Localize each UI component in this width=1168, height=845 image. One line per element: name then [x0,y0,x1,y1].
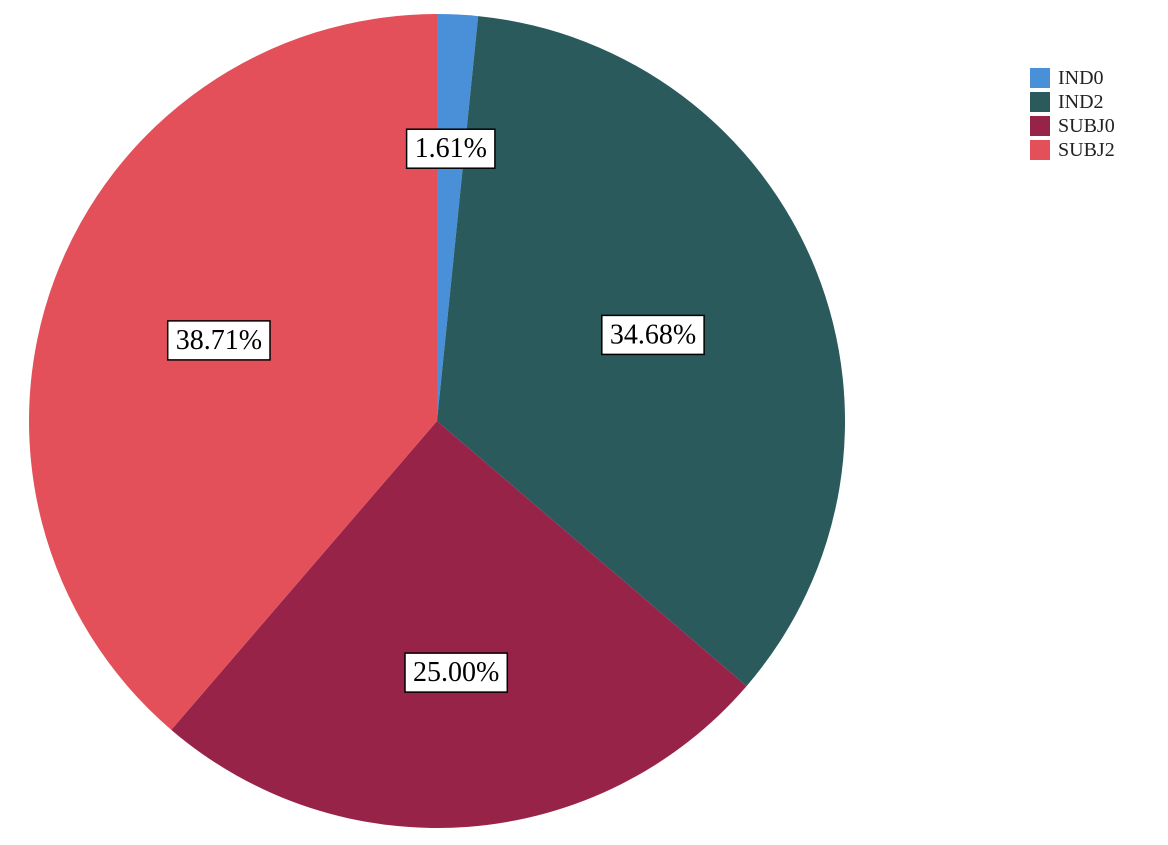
legend-label: IND2 [1058,91,1104,113]
legend-item-ind2: IND2 [1030,91,1104,113]
pie-data-label-ind2: 34.68% [601,314,705,356]
data-label-box [601,314,705,356]
data-label-text: 1.61% [415,133,487,164]
legend-swatch [1030,68,1050,88]
data-label-text: 25.00% [413,657,499,688]
data-label-text: 34.68% [610,319,696,350]
legend-label: IND0 [1058,67,1104,89]
data-label-box [166,320,271,361]
legend-swatch [1030,116,1050,136]
legend-swatch [1030,92,1050,112]
pie-data-label-subj0: 25.00% [404,652,509,693]
pie-data-label-ind0: 1.61% [405,128,496,169]
legend-item-subj2: SUBJ2 [1030,139,1115,161]
pie-slices [29,14,845,828]
legend-item-ind0: IND0 [1030,67,1104,89]
legend-swatch [1030,140,1050,160]
legend-label: SUBJ2 [1058,139,1115,161]
pie-slice-subj2 [29,14,437,730]
data-label-box [405,128,496,169]
pie-data-labels: 1.61% 34.68% 25.00% 38.71% [166,128,705,693]
legend-label: SUBJ0 [1058,115,1115,137]
data-label-box [404,652,509,693]
pie-slice-subj0 [171,421,747,828]
legend-item-subj0: SUBJ0 [1030,115,1115,137]
pie-slice-ind0 [437,14,479,421]
pie-data-label-subj2: 38.71% [166,320,271,361]
data-label-text: 38.71% [176,325,262,356]
